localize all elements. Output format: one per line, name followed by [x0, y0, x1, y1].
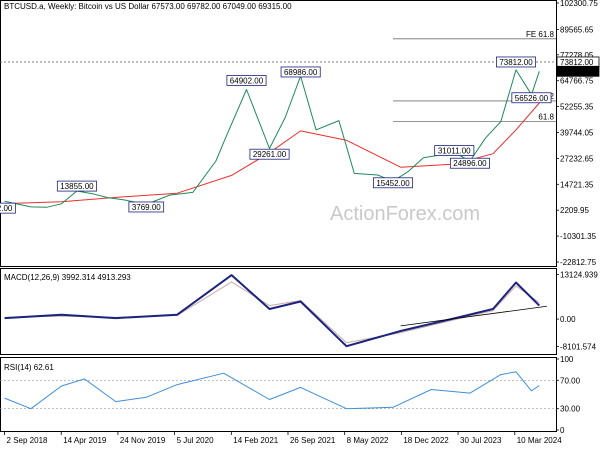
- x-axis: 2 Sep 2018 14 Apr 2019 24 Nov 2019 5 Jul 20…: [4, 431, 562, 445]
- x-tick-label: 8 May 2022: [347, 436, 389, 445]
- rsi-y-tick-label: 100: [560, 355, 574, 364]
- annotation-label: 3769.00: [132, 203, 161, 212]
- rsi-series: [0, 371, 556, 410]
- current-price-tag-label: 69315.00: [560, 67, 594, 76]
- macd-header: MACD(12,26,9) 3992.314 4913.293: [4, 273, 131, 282]
- annotation-label: 68986.00: [284, 68, 318, 77]
- x-tick-label: 26 Sep 2021: [290, 436, 336, 445]
- macd-pane-frame: [0, 268, 557, 355]
- x-tick-label: 18 Dec 2022: [403, 436, 449, 445]
- annotation-box: [280, 66, 321, 78]
- annotation-label: 56526.00: [515, 94, 549, 103]
- annotation-box: [496, 56, 537, 68]
- x-tick-label: 2 Sep 2018: [7, 436, 48, 445]
- rsi-line: [4, 371, 540, 410]
- macd-y-tick-label: -8101.574: [560, 343, 597, 352]
- fib-levels: FE 100.0FE 61.838.261.8: [0, 30, 556, 123]
- macd-y-tick-label: 13124.939: [560, 271, 598, 280]
- annotation-box: [373, 177, 414, 189]
- annotation-box: [249, 148, 290, 160]
- annotation-box: [128, 201, 165, 213]
- annotation-label: 29261.00: [253, 150, 287, 159]
- price-y-tick-label: 2209.95: [560, 206, 589, 215]
- price-y-tick-label: 52255.35: [560, 103, 594, 112]
- annotation-label: 13855.00: [60, 182, 94, 191]
- rsi-header: RSI(14) 62.61: [4, 363, 54, 372]
- ma-series: [4, 102, 540, 205]
- watermark: ActionForex.com: [330, 203, 480, 225]
- fib-label: 61.8: [538, 113, 554, 122]
- price-y-tick-label: 39744.05: [560, 128, 594, 137]
- annotation-label: 64902.00: [230, 76, 264, 85]
- annotation-label: 24896.00: [453, 159, 487, 168]
- macd-trendline: [400, 305, 547, 327]
- rsi-y-axis: 100 70.00 30.00 0: [556, 355, 581, 435]
- price-y-tick-label: 77278.05: [560, 51, 594, 60]
- annotation-box: [449, 157, 490, 169]
- current-price-tag: [556, 65, 600, 77]
- rsi-y-tick-label: 0: [560, 426, 565, 435]
- fib-label: FE 61.8: [526, 30, 555, 39]
- macd-series: [4, 274, 547, 348]
- annotation-box: [511, 92, 552, 104]
- rsi-y-tick-label: 30.00: [560, 405, 581, 414]
- rsi-pane-frame: [0, 357, 557, 432]
- price-y-tick-label: 102300.75: [560, 0, 598, 8]
- annotation-box: [0, 202, 16, 214]
- price-y-axis: 102300.75 89565.65 77278.05 64766.75 52255.3…: [556, 0, 598, 267]
- x-tick-label: 14 Feb 2021: [233, 436, 278, 445]
- annotation-box: [434, 145, 475, 156]
- x-tick-label: 10 Mar 2024: [517, 436, 562, 445]
- annotation-box: [56, 180, 97, 192]
- annotation-label: 73812.00: [499, 58, 533, 67]
- macd-y-tick-label: 0.00: [560, 315, 576, 324]
- macd-line: [4, 274, 541, 348]
- price-annotations: 2.00 13855.00 3769.00 64902.00 29261.00 68986…: [0, 56, 552, 214]
- price-header: BTCUSD.a, Weekly: Bitcoin vs US Dollar 6…: [4, 2, 292, 11]
- x-tick-label: 5 Jul 2020: [177, 436, 214, 445]
- price-y-tick-label: 27232.65: [560, 154, 594, 163]
- price-y-tick-label: 89565.65: [560, 25, 594, 34]
- ma-line: [4, 102, 540, 205]
- price-y-tick-label: 64766.75: [560, 77, 594, 86]
- price-y-tick-label: 14721.35: [560, 180, 594, 189]
- annotation-label: 2.00: [0, 204, 13, 213]
- macd-y-axis: 13124.939 0.00 -8101.574: [556, 271, 598, 352]
- price-y-tick-label: -22812.75: [560, 258, 597, 267]
- price-pane-frame: [0, 0, 557, 267]
- price-y-tick-label: -10301.35: [560, 232, 597, 241]
- macd-signal-line: [4, 281, 540, 344]
- x-tick-label: 14 Apr 2019: [63, 436, 107, 445]
- annotation-label: 31011.00: [438, 147, 471, 156]
- rsi-y-tick-label: 70.00: [560, 376, 581, 385]
- annotation-label: 15452.00: [376, 179, 410, 188]
- annotation-box: [226, 75, 267, 86]
- x-tick-label: 24 Nov 2019: [120, 436, 166, 445]
- x-tick-label: 30 Jul 2023: [460, 436, 502, 445]
- current-price-tag-label: 73812.00: [560, 58, 594, 67]
